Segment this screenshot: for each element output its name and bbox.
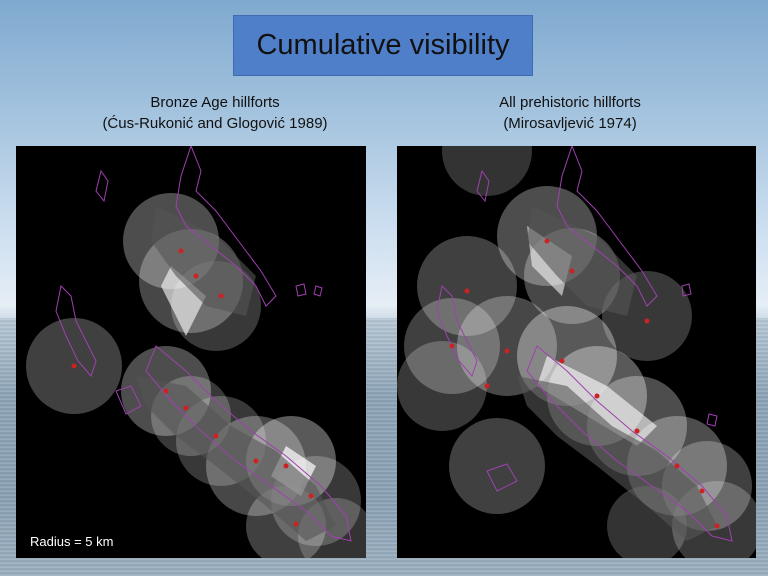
hillfort-marker xyxy=(213,433,219,439)
viewshed-circle xyxy=(442,146,532,196)
hillfort-marker xyxy=(71,363,77,369)
left-map-graphic xyxy=(26,146,366,558)
viewshed-circle xyxy=(417,236,517,336)
left-terrain-texture xyxy=(136,206,336,541)
right-caption: All prehistoric hillforts (Mirosavljević… xyxy=(420,92,720,134)
hillfort-marker xyxy=(674,463,680,469)
prehistoric-visibility-map xyxy=(397,146,756,558)
left-coastlines xyxy=(55,146,352,542)
right-map-graphic xyxy=(397,146,756,558)
hillfort-marker xyxy=(569,268,575,274)
left-caption: Bronze Age hillforts (Ćus-Rukonić and Gl… xyxy=(60,92,370,134)
slide-title: Cumulative visibility xyxy=(256,29,510,61)
right-hillfort-markers xyxy=(449,238,720,529)
hillfort-marker xyxy=(504,348,510,354)
hillfort-marker xyxy=(449,343,455,349)
hillfort-marker xyxy=(634,428,640,434)
bronze-age-visibility-map: Radius = 5 km xyxy=(16,146,366,558)
left-caption-line2: (Ćus-Rukonić and Glogović 1989) xyxy=(102,115,328,132)
hillfort-marker xyxy=(193,273,199,279)
left-caption-line1: Bronze Age hillforts xyxy=(150,94,280,111)
slide-title-box: Cumulative visibility xyxy=(233,15,533,76)
hillfort-marker xyxy=(218,293,224,299)
hillfort-marker xyxy=(594,393,600,399)
left-hillfort-markers xyxy=(71,248,314,527)
hillfort-marker xyxy=(183,405,189,411)
hillfort-marker xyxy=(699,488,705,494)
hillfort-marker xyxy=(464,288,470,294)
hillfort-marker xyxy=(559,358,565,364)
hillfort-marker xyxy=(714,523,720,529)
right-caption-line1: All prehistoric hillforts xyxy=(499,94,641,111)
hillfort-marker xyxy=(163,388,169,394)
viewshed-circle xyxy=(449,418,545,514)
hillfort-marker xyxy=(178,248,184,254)
viewshed-wedge xyxy=(161,266,206,336)
hillfort-marker xyxy=(484,383,490,389)
hillfort-marker xyxy=(293,521,299,527)
right-viewshed-circles xyxy=(397,146,756,558)
radius-label: Radius = 5 km xyxy=(30,534,114,549)
right-coastlines xyxy=(436,146,733,542)
hillfort-marker xyxy=(544,238,550,244)
hillfort-marker xyxy=(644,318,650,324)
viewshed-circle xyxy=(457,296,557,396)
hillfort-marker xyxy=(283,463,289,469)
right-terrain-texture xyxy=(517,206,717,541)
right-caption-line2: (Mirosavljević 1974) xyxy=(503,115,637,132)
viewshed-circle xyxy=(397,341,487,431)
hillfort-marker xyxy=(253,458,259,464)
hillfort-marker xyxy=(308,493,314,499)
